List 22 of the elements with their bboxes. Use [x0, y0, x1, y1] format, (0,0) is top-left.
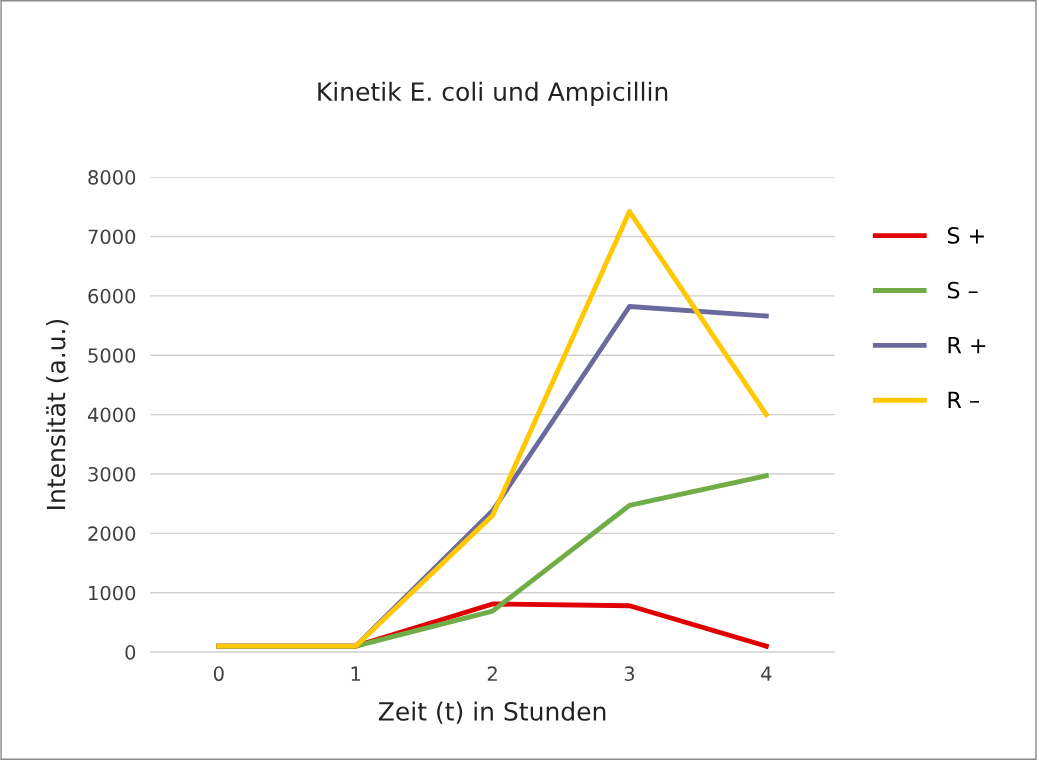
- legend-label: S +: [947, 226, 984, 244]
- x-tick-label: 0: [213, 666, 224, 682]
- legend-label: R –: [948, 391, 979, 408]
- y-tick-label: 6000: [88, 288, 136, 304]
- x-tick-label: 2: [487, 666, 497, 681]
- y-tick-label: 1000: [89, 585, 136, 601]
- legend-label: R +: [948, 336, 986, 354]
- line-series: [216, 209, 769, 649]
- chart-title: Kinetik E. coli und Ampicillin: [318, 81, 668, 106]
- y-tick-label: 2000: [88, 526, 136, 541]
- legend-label: S –: [947, 281, 978, 299]
- y-axis-title: Intensität (a.u.): [46, 319, 69, 509]
- x-tick-label: 1: [351, 666, 361, 681]
- y-tick-label: 5000: [88, 348, 136, 363]
- y-tick-label: 8000: [88, 170, 136, 185]
- y-tick-label: 7000: [88, 229, 136, 245]
- y-tick-label: 4000: [87, 407, 136, 423]
- y-tick-label: 0: [125, 645, 136, 660]
- x-axis-title: Zeit (t) in Stunden: [378, 701, 606, 724]
- x-tick-label: 4: [761, 666, 772, 681]
- y-tick-label: 3000: [88, 466, 136, 482]
- x-tick-label: 3: [624, 666, 635, 682]
